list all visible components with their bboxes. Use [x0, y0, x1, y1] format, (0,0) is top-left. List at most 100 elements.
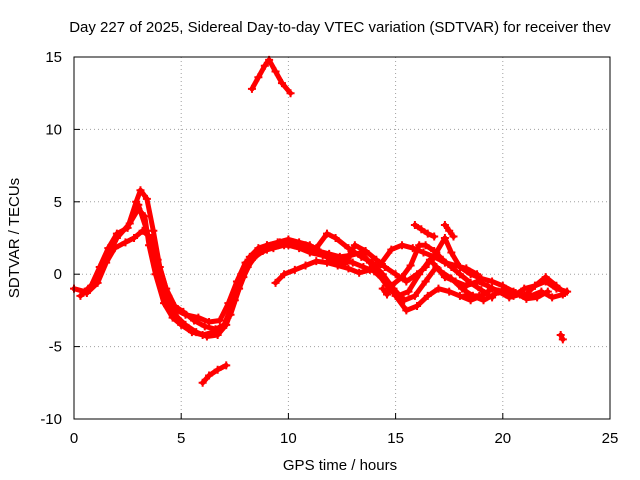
data-point	[552, 281, 561, 290]
data-point	[473, 270, 482, 279]
data-point	[445, 226, 454, 235]
data-point	[205, 371, 214, 380]
data-point	[393, 291, 402, 300]
data-point	[533, 293, 542, 302]
data-point	[410, 220, 419, 229]
data-point	[260, 61, 269, 70]
y-tick-label: 10	[45, 121, 62, 138]
data-point	[271, 67, 280, 76]
data-point	[415, 270, 424, 279]
data-point	[387, 281, 396, 290]
data-point	[477, 286, 486, 295]
x-tick-label: 20	[494, 430, 511, 447]
data-point	[421, 241, 430, 250]
data-point	[556, 331, 565, 340]
data-point	[402, 277, 411, 286]
x-tick-label: 0	[70, 430, 78, 447]
series-track-9	[462, 290, 484, 300]
data-point	[374, 270, 383, 279]
data-point	[398, 241, 407, 250]
data-point	[322, 258, 331, 267]
series-line	[380, 242, 495, 300]
data-point	[102, 258, 111, 267]
data-point	[269, 244, 278, 253]
data-point	[558, 335, 567, 344]
data-point	[230, 296, 239, 305]
data-point	[286, 89, 295, 98]
data-point	[112, 229, 121, 238]
data-point	[458, 284, 467, 293]
data-point	[436, 267, 445, 276]
data-point	[136, 186, 145, 195]
series-line	[412, 222, 437, 240]
data-point	[151, 262, 160, 271]
data-point	[530, 281, 539, 290]
data-point	[322, 229, 331, 238]
x-tick-label: 15	[387, 430, 404, 447]
data-point	[213, 331, 222, 340]
data-point	[455, 270, 464, 279]
data-point	[247, 255, 256, 264]
data-point	[387, 245, 396, 254]
data-point	[357, 248, 366, 257]
data-point	[215, 316, 224, 325]
data-point	[475, 291, 484, 300]
data-point	[560, 289, 569, 298]
x-axis-ticks: 0 5 10 15 20 25	[70, 413, 619, 447]
data-point	[430, 232, 439, 241]
data-point	[438, 255, 447, 264]
series-track-5	[198, 361, 231, 387]
data-point	[423, 291, 432, 300]
data-point	[477, 274, 486, 283]
data-point	[344, 264, 353, 273]
data-point	[449, 232, 458, 241]
data-point	[462, 264, 471, 273]
data-point	[205, 317, 214, 326]
data-point	[333, 261, 342, 270]
data-point	[224, 299, 233, 308]
data-point	[331, 234, 340, 242]
data-point	[301, 261, 310, 270]
y-tick-label: 0	[54, 266, 62, 283]
series-track-8	[378, 241, 497, 302]
data-point	[543, 287, 552, 296]
y-axis-label: SDTVAR / TECUs	[6, 178, 23, 298]
data-point	[479, 296, 488, 305]
data-point	[413, 302, 422, 311]
data-point	[290, 241, 299, 250]
data-point	[258, 247, 267, 256]
data-point	[160, 291, 169, 300]
series-line	[200, 362, 229, 386]
data-point	[134, 200, 143, 209]
data-point	[290, 265, 299, 274]
x-axis-label: GPS time / hours	[283, 457, 397, 474]
y-tick-label: -10	[40, 411, 62, 428]
y-axis-ticks: -10 -5 0 5 10 15	[40, 49, 80, 428]
data-point	[350, 241, 359, 250]
x-tick-label: 10	[280, 430, 297, 447]
data-point	[500, 284, 509, 293]
data-point	[179, 307, 188, 316]
data-series	[70, 55, 572, 387]
data-point	[192, 328, 201, 337]
data-point	[421, 277, 430, 286]
data-point	[488, 277, 497, 286]
data-point	[447, 248, 456, 257]
data-point	[346, 251, 355, 260]
data-point	[391, 270, 400, 279]
series-track-6	[247, 55, 295, 98]
x-tick-label: 25	[602, 430, 619, 447]
data-point	[548, 293, 557, 302]
data-point	[447, 262, 456, 271]
data-point	[355, 268, 364, 277]
data-point	[398, 273, 407, 282]
data-point	[93, 278, 102, 287]
data-point	[130, 234, 139, 242]
data-point	[271, 278, 280, 287]
data-point	[434, 284, 443, 293]
data-point	[110, 244, 119, 253]
data-point	[121, 238, 130, 247]
data-point	[380, 262, 389, 271]
data-point	[142, 226, 151, 235]
data-point	[430, 247, 439, 256]
